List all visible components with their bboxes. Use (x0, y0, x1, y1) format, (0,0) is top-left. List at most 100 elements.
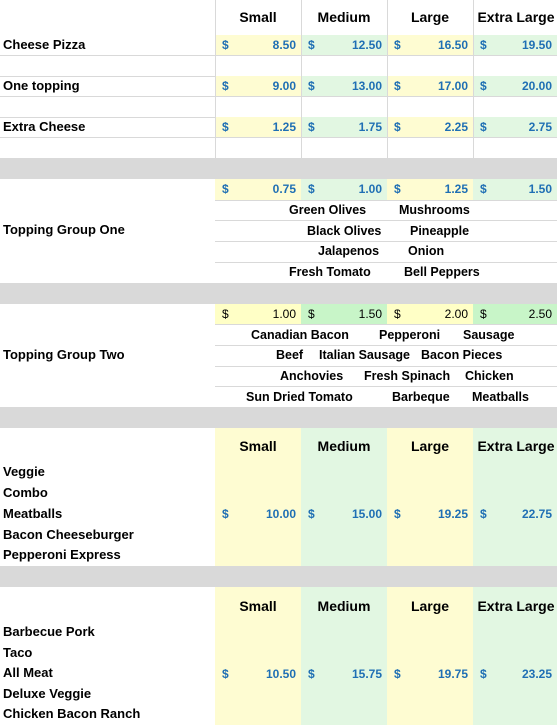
section-separator (0, 283, 557, 304)
price-cell: $17.00 (387, 76, 473, 97)
price-value: 9.00 (272, 79, 296, 93)
specialty-item: Meatballs (3, 506, 63, 521)
currency-sign: $ (480, 120, 487, 134)
header-extra-large: Extra Large (477, 438, 555, 454)
divider (215, 200, 557, 201)
header-large: Large (410, 598, 450, 614)
price-cell: $23.25 (473, 664, 557, 685)
price-cell: $1.25 (215, 117, 301, 138)
price-value: 15.75 (351, 667, 382, 681)
currency-sign: $ (394, 38, 401, 52)
price-value: 19.25 (437, 507, 468, 521)
price-cell: $1.25 (387, 179, 473, 200)
currency-sign: $ (308, 667, 315, 681)
price-cell: $16.50 (387, 35, 473, 56)
header-medium: Medium (317, 598, 371, 614)
topping-name: Jalapenos (318, 244, 380, 258)
price-cell: $8.50 (215, 35, 301, 56)
price-cell: $19.50 (473, 35, 557, 56)
specialty-item: Pepperoni Express (3, 547, 121, 562)
currency-sign: $ (222, 120, 229, 134)
cheese-pizza-label: Cheese Pizza (3, 37, 86, 52)
price-value: 2.00 (444, 307, 468, 321)
extra-cheese-label: Extra Cheese (3, 119, 86, 134)
header-extra-large: Extra Large (477, 9, 555, 25)
specialty-item: Chicken Bacon Ranch (3, 706, 141, 721)
header-large: Large (410, 438, 450, 454)
specialty-two-price-row: $10.50 $15.75 $19.75 $23.25 (0, 664, 557, 685)
price-value: 1.25 (444, 182, 468, 196)
section-separator (0, 407, 557, 428)
currency-sign: $ (480, 507, 487, 521)
currency-sign: $ (480, 79, 487, 93)
cheese-pizza-row: Cheese Pizza $8.50 $12.50 $16.50 $19.50 (0, 35, 557, 56)
topping-name: Bell Peppers (404, 265, 480, 279)
divider (215, 386, 557, 387)
price-cell: $12.50 (301, 35, 387, 56)
price-column-bg (301, 587, 387, 725)
price-cell: $22.75 (473, 504, 557, 525)
specialty-item: Taco (3, 645, 33, 660)
section-separator (0, 158, 557, 179)
topping-name: Mushrooms (399, 203, 470, 217)
price-cell: $1.00 (301, 179, 387, 200)
topping-name: Black Olives (307, 224, 382, 238)
column-divider (215, 0, 216, 158)
header-large: Large (410, 9, 450, 25)
group-two-price-row: $1.00 $1.50 $2.00 $2.50 (0, 304, 557, 325)
price-column-bg (473, 587, 557, 725)
price-cell: $13.00 (301, 76, 387, 97)
extra-cheese-row: Extra Cheese $1.25 $1.75 $2.25 $2.75 (0, 117, 557, 138)
column-divider (301, 0, 302, 158)
header-extra-large: Extra Large (477, 598, 555, 614)
column-divider (387, 0, 388, 158)
currency-sign: $ (480, 307, 487, 321)
price-cell: $15.75 (301, 664, 387, 685)
price-column-bg (301, 428, 387, 566)
price-cell: $2.25 (387, 117, 473, 138)
topping-name: Onion (408, 244, 445, 258)
price-value: 0.75 (272, 182, 296, 196)
price-cell: $15.00 (301, 504, 387, 525)
price-value: 1.50 (358, 307, 382, 321)
topping-name: Italian Sausage (319, 348, 411, 362)
specialty-item: Bacon Cheeseburger (3, 527, 134, 542)
currency-sign: $ (222, 307, 229, 321)
price-column-bg (387, 587, 473, 725)
divider (215, 220, 557, 221)
currency-sign: $ (222, 182, 229, 196)
price-value: 22.75 (521, 507, 552, 521)
price-value: 1.00 (358, 182, 382, 196)
price-value: 16.50 (437, 38, 468, 52)
price-cell: $1.75 (301, 117, 387, 138)
price-value: 10.50 (265, 667, 296, 681)
topping-name: Beef (276, 348, 304, 362)
divider (0, 96, 557, 97)
price-cell: $2.50 (473, 304, 557, 325)
divider (0, 55, 557, 56)
topping-group-one-label: Topping Group One (3, 222, 125, 237)
divider (0, 137, 557, 138)
topping-name: Fresh Tomato (289, 265, 371, 279)
topping-name: Anchovies (280, 369, 344, 383)
topping-name: Barbeque (392, 390, 450, 404)
price-value: 1.00 (272, 307, 296, 321)
specialty-item: All Meat (3, 665, 53, 680)
price-value: 1.25 (272, 120, 296, 134)
price-cell: $1.50 (473, 179, 557, 200)
topping-name: Chicken (465, 369, 514, 383)
specialty-item: Barbecue Pork (3, 624, 95, 639)
topping-group-two-label: Topping Group Two (3, 347, 125, 362)
price-cell: $10.50 (215, 664, 301, 685)
price-cell: $19.25 (387, 504, 473, 525)
currency-sign: $ (480, 38, 487, 52)
price-value: 12.50 (351, 38, 382, 52)
currency-sign: $ (222, 79, 229, 93)
topping-name: Pepperoni (379, 328, 441, 342)
price-value: 1.75 (358, 120, 382, 134)
price-value: 2.75 (528, 120, 552, 134)
price-cell: $1.50 (301, 304, 387, 325)
topping-name: Pineapple (410, 224, 470, 238)
currency-sign: $ (222, 667, 229, 681)
